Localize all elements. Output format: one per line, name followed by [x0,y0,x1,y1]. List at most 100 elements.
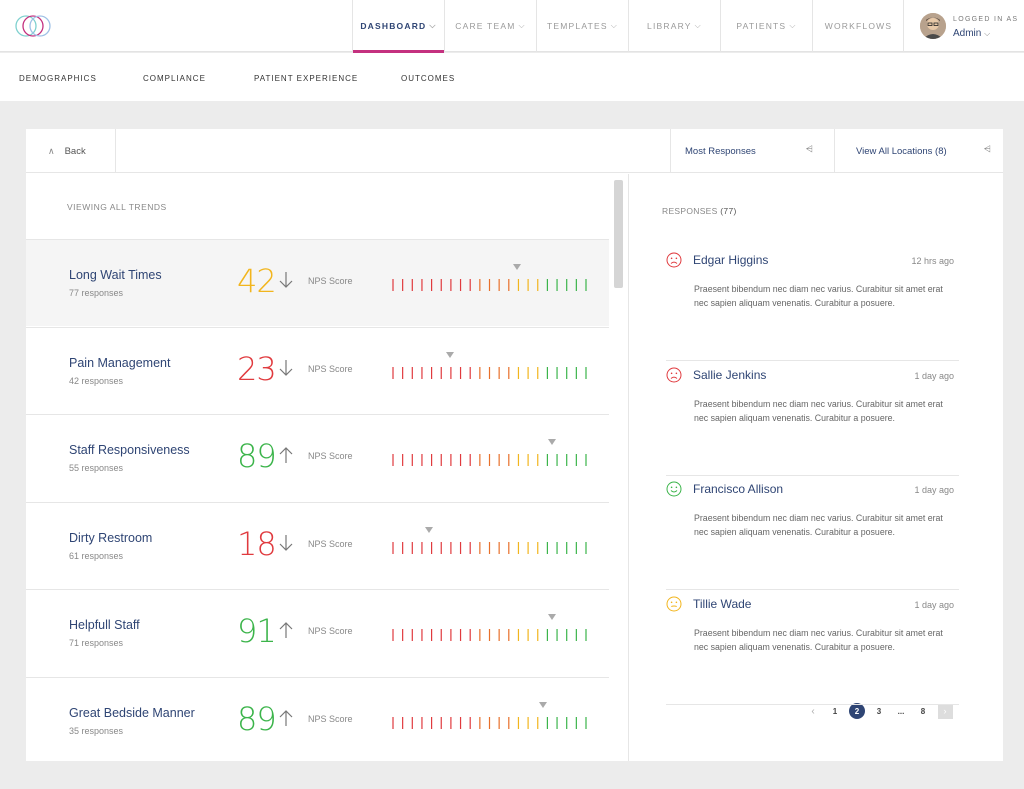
nav-item-templates[interactable]: TEMPLATES ⌵ [536,0,628,52]
back-label: Back [64,145,86,157]
gauge-marker [445,351,454,358]
responses-panel: RESPONSES (77) ‹ 1 2 3... 8 › Edgar Higgins 12… [630,174,1003,761]
page-button-3[interactable]: 3 [876,706,882,716]
location-dropdown[interactable]: View All Locations (8) ⩤ [834,129,1003,173]
happy-face-icon [666,481,682,497]
trend-response-count: 35 responses [69,725,124,736]
nps-score-label: NPS Score [308,713,353,724]
dropdown-arrow-icon: ⩤ [983,144,991,154]
sort-dropdown[interactable]: Most Responses ⩤ [670,129,835,173]
response-author[interactable]: Sallie Jenkins [693,367,767,382]
response-time: 12 hrs ago [911,256,954,266]
dropdown-arrow-icon: ⩤ [805,144,813,154]
trends-title: VIEWING ALL TRENDS [67,202,167,212]
responses-title: RESPONSES (77) [662,206,737,216]
chevron-down-icon: ⌵ [518,21,526,30]
trend-row[interactable]: Helpfull Staff 71 responses 91 NPS Score [26,589,609,676]
main-panel: ∧ Back Most Responses ⩤ View All Locatio… [26,129,1003,761]
page-button-8[interactable]: 8 [920,706,926,716]
chevron-down-icon: ⌵ [610,21,618,30]
response-item: Tillie Wade 1 day ago Praesent bibendum ne… [666,590,959,705]
trend-row[interactable]: Long Wait Times 77 responses 42 NPS Score [26,239,609,326]
trend-response-count: 55 responses [69,463,124,473]
response-author[interactable]: Tillie Wade [693,596,752,611]
trend-name: Dirty Restroom [69,530,153,545]
trend-response-count: 42 responses [69,375,124,386]
trend-response-count: 61 responses [69,550,124,561]
nav-item-library[interactable]: LIBRARY ⌵ [628,0,720,52]
nav-item-dashboard[interactable]: DASHBOARD ⌵ [352,0,444,53]
response-author[interactable]: Francisco Allison [693,482,784,496]
nav-item-patients[interactable]: PATIENTS ⌵ [720,0,812,52]
gauge-marker [548,439,557,445]
nps-score-value: 89 [237,699,277,738]
next-page-button[interactable]: › [934,703,956,719]
prev-page-button[interactable]: ‹ [811,705,815,717]
main-nav: DASHBOARD ⌵ CARE TEAM ⌵ TEMPLATES ⌵ LIBRARY ⌵ PA… [352,0,904,53]
chevron-down-icon: ⌵ [429,21,437,30]
response-text: Praesent bibendum nec diam nec varius. C… [694,513,943,537]
nav-item-workflows[interactable]: WORKFLOWS [812,0,904,52]
response-author[interactable]: Edgar Higgins [693,253,769,267]
chevron-down-icon: ⌵ [984,29,991,38]
panel-toolbar: ∧ Back Most Responses ⩤ View All Locatio… [26,129,1003,173]
nav-item-care-team[interactable]: CARE TEAM ⌵ [444,0,536,52]
chevron-down-icon: ⌵ [789,21,797,30]
chevron-up-icon: ∧ [48,145,55,156]
nps-score-label: NPS Score [308,538,353,549]
page-button-2[interactable]: 2 [846,703,868,719]
arrow-down-icon [279,272,293,288]
sad-face-icon [666,252,682,268]
nav-item-label: CARE TEAM [455,21,516,31]
nps-gauge [392,279,587,291]
logged-in-label: LOGGED IN AS [953,16,1019,23]
nps-gauge [392,454,587,466]
nps-score-label: NPS Score [308,276,353,286]
sub-navbar: DEMOGRAPHICS COMPLIANCE PATIENT EXPERIEN… [0,53,1024,101]
nav-item-label: DASHBOARD [360,21,427,31]
trend-row[interactable]: Pain Management 42 responses 23 NPS Score [26,326,609,414]
nps-score-value: 18 [237,524,277,563]
nav-item-label: LIBRARY [647,21,692,31]
nps-score-label: NPS Score [308,626,353,636]
nps-gauge [392,541,587,554]
arrow-up-icon [279,447,293,463]
scroll-thumb[interactable] [614,180,623,288]
sort-label: Most Responses [685,145,756,157]
trend-response-count: 77 responses [69,288,124,298]
user-name[interactable]: Admin ⌵ [953,28,991,39]
user-avatar[interactable] [920,13,946,39]
nps-score-label: NPS Score [308,363,353,374]
response-item: Edgar Higgins 12 hrs ago Praesent bibendum… [666,246,959,361]
pagination: ‹ 1 2 3... 8 › [802,703,956,719]
arrow-down-icon [279,359,293,376]
nps-score-value: 42 [237,262,277,300]
nps-score-value: 89 [237,437,277,475]
trend-row[interactable]: Dirty Restroom 61 responses 18 NPS Score [26,501,609,589]
trend-response-count: 71 responses [69,638,124,648]
nps-gauge [392,716,587,729]
trend-name: Staff Responsiveness [69,443,190,457]
trend-row[interactable]: Staff Responsiveness 55 responses 89 NPS Sc… [26,414,609,501]
subnav-demographics[interactable]: DEMOGRAPHICS [19,74,97,83]
subnav-outcomes[interactable]: OUTCOMES [401,74,456,83]
trend-row[interactable]: Great Bedside Manner 35 responses 89 NPS Sc… [26,676,609,762]
brand-logo[interactable] [14,12,52,40]
nps-gauge [392,629,587,641]
subnav-compliance[interactable]: COMPLIANCE [143,74,206,83]
trend-name: Long Wait Times [69,268,162,282]
scrollbar[interactable] [609,174,629,761]
gauge-marker [538,701,547,708]
nps-gauge [392,366,587,379]
arrow-up-icon [279,709,293,726]
nav-item-label: TEMPLATES [547,21,608,31]
user-menu[interactable]: LOGGED IN AS Admin ⌵ [903,0,1024,52]
response-item: Sallie Jenkins 1 day ago Praesent bibendum… [666,361,959,476]
subnav-patient-experience[interactable]: PATIENT EXPERIENCE [254,74,359,83]
gauge-marker [548,614,557,620]
page-ellipsis[interactable]: ... [897,706,905,716]
neutral-face-icon [666,596,682,611]
back-button[interactable]: ∧ Back [26,129,116,173]
trends-list: VIEWING ALL TRENDS Long Wait Times 77 res… [26,174,609,761]
page-button-1[interactable]: 1 [832,706,838,716]
